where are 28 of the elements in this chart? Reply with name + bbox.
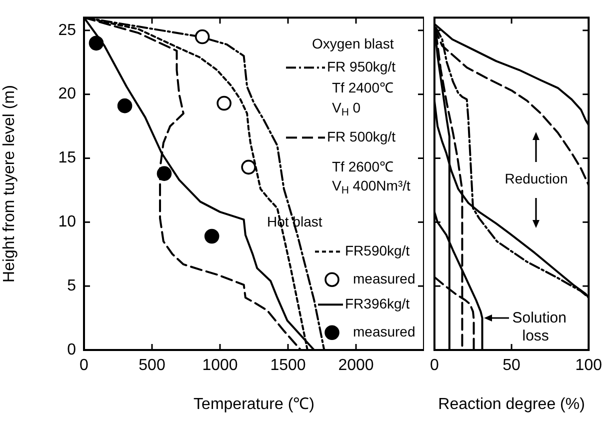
legend-label: measured xyxy=(353,270,416,286)
x-tick-label: 0 xyxy=(430,357,439,374)
annotation: Tf 2600℃ xyxy=(332,158,394,174)
annotation: Reduction xyxy=(504,170,568,187)
annotation: Oxygen blast xyxy=(312,35,394,52)
legend-label: FR396kg/t xyxy=(345,295,410,312)
y-tick-label: 10 xyxy=(58,214,76,231)
legend-label: measured xyxy=(353,323,416,340)
legend-label: FR 950kg/t xyxy=(327,58,396,74)
y-tick-label: 20 xyxy=(58,86,76,103)
annotation: Solution loss xyxy=(512,309,566,344)
x-tick-label: 1000 xyxy=(202,357,238,374)
y-tick-label: 15 xyxy=(58,150,76,167)
x-tick-label: 1500 xyxy=(270,357,306,374)
annotation: Tf 2400℃ xyxy=(332,79,394,96)
y-tick-label: 5 xyxy=(67,277,76,294)
x-tick-label: 2000 xyxy=(338,357,374,374)
x-tick-label: 100 xyxy=(575,357,602,374)
x-tick-label: 50 xyxy=(502,357,521,374)
y-tick-label: 25 xyxy=(58,22,76,39)
legend-label: FR590kg/t xyxy=(345,242,410,258)
y-tick-label: 0 xyxy=(67,341,76,358)
legend-label: FR 500kg/t xyxy=(327,128,396,144)
x-tick-label: 0 xyxy=(80,357,89,374)
x-tick-label: 500 xyxy=(138,357,166,374)
x-axis-title: Reaction degree (%) xyxy=(438,396,585,413)
x-axis-title: Temperature (℃) xyxy=(194,396,314,413)
y-axis-title: Height from tuyere level (m) xyxy=(1,85,18,282)
